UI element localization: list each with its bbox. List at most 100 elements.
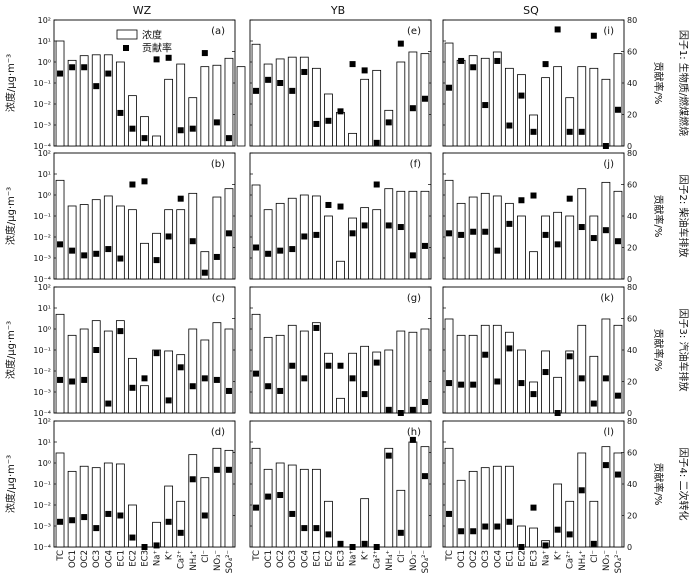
marker-Na⁺ [349, 375, 356, 382]
marker-NO₃⁻ [409, 436, 416, 443]
bar-EC2 [324, 500, 333, 548]
x-tick-label: SO₄²⁻ [225, 550, 235, 573]
marker-NO₃⁻ [409, 406, 416, 413]
bar-EC1 [504, 67, 514, 147]
marker-TC [446, 230, 453, 237]
bar-Cl⁻ [396, 61, 406, 147]
marker-EC1 [313, 324, 320, 331]
y-tick-label: 10⁻⁴ [33, 142, 51, 151]
y2-tick-label: 40 [627, 346, 637, 355]
x-tick-label: Na⁺ [542, 550, 552, 566]
marker-NO₃⁻ [409, 252, 416, 259]
bar-Na⁺ [348, 132, 357, 147]
marker-OC1 [265, 76, 272, 83]
marker-Ca²⁺ [373, 359, 380, 366]
y2-tick-label: 40 [627, 480, 637, 489]
bar-Na⁺ [541, 350, 550, 414]
bar-EC2 [324, 215, 333, 280]
y-tick-label: 10⁻³ [33, 388, 51, 397]
bar-Na⁺ [541, 215, 550, 280]
bar-OC2 [468, 55, 478, 147]
marker-OC4 [494, 378, 501, 385]
y2-tick-label: 20 [627, 378, 637, 387]
marker-Na⁺ [349, 230, 356, 237]
left-axis-label: 浓度/μg·m⁻³ [4, 187, 17, 245]
marker-OC4 [105, 400, 112, 407]
marker-OC4 [105, 70, 112, 77]
x-tick-label: OC1 [457, 550, 467, 568]
bar-NO₃⁻ [212, 196, 222, 280]
bar-EC2 [128, 95, 137, 147]
bar-OC1 [67, 334, 77, 414]
bar-Ca²⁺ [176, 354, 186, 414]
panel-e: (e) [249, 19, 432, 147]
marker-Cl⁻ [201, 512, 208, 519]
bar-SO₄²⁻ [613, 190, 623, 280]
bar-OC1 [67, 205, 77, 280]
bar-Na⁺ [348, 352, 357, 414]
bar-Ca²⁺ [176, 209, 186, 280]
panel-l: 80 60 40 20 0 (l) TC OC1 OC2 OC3 OC4 EC1 EC2 EC3 Na⁺ K⁺… [442, 417, 637, 573]
bar-OC3 [91, 199, 101, 280]
panel-label: (h) [407, 427, 421, 438]
bar-OC3 [480, 192, 490, 280]
bar-EC1 [504, 202, 514, 280]
bar-K⁺ [164, 78, 174, 147]
marker-OC3 [93, 83, 100, 90]
bar-NH₄⁺ [577, 66, 587, 147]
y2-tick-label: 60 [627, 181, 637, 190]
bar-EC2 [517, 525, 526, 548]
left-axis-labels: 浓度/μg·m⁻³ 浓度/μg·m⁻³ 浓度/μg·m⁻³ 浓度/μg·m⁻³ [4, 54, 17, 513]
marker-EC1 [506, 220, 513, 227]
right-axis-label: 贡献率/% [652, 463, 665, 506]
legend: 浓度 贡献率 [116, 29, 172, 55]
bar-EC1 [311, 67, 321, 147]
marker-EC2 [325, 531, 332, 538]
x-tick-label: OC1 [68, 550, 78, 568]
panel-label: (j) [603, 159, 614, 170]
x-tick-label: OC2 [469, 550, 479, 568]
marker-Ca²⁺ [177, 364, 184, 371]
bar-NH₄⁺ [188, 328, 198, 414]
y2-tick-label: 0 [627, 275, 632, 284]
bar-NH₄⁺ [577, 324, 587, 414]
marker-NH₄⁺ [578, 375, 585, 382]
panel-d: 10² 10¹ 10⁰ 10⁻¹ 10⁻² 10⁻³ 10⁻⁴ (d) TC OC1 OC2 OC3 O… [33, 417, 236, 573]
y-tick-label: 10⁻³ [33, 121, 51, 130]
bar-TC [251, 43, 261, 147]
marker-TC [57, 241, 64, 248]
marker-OC2 [277, 80, 284, 86]
marker-K⁺ [361, 391, 368, 398]
marker-Na⁺ [542, 231, 549, 238]
x-tick-label: OC2 [276, 550, 286, 568]
x-tick-label: Cl⁻ [590, 550, 600, 563]
marker-NO₃⁻ [602, 227, 609, 234]
bar-Cl⁻ [200, 477, 210, 548]
bar-EC1 [504, 331, 514, 414]
bar-NO₃⁻ [601, 318, 611, 414]
marker-TC [253, 87, 260, 94]
bar-SO₄²⁻ [613, 324, 623, 414]
y-tick-label: 10⁻² [33, 233, 51, 242]
bar-EC3 [140, 242, 149, 280]
marker-EC3 [141, 375, 148, 382]
bar-OC4 [103, 195, 113, 280]
marker-Cl⁻ [397, 529, 404, 536]
bar-OC1 [456, 59, 466, 147]
marker-TC [57, 376, 64, 383]
marker-SO₄²⁻ [421, 473, 428, 480]
x-tick-label: OC3 [92, 550, 102, 568]
bar-Ca²⁺ [565, 500, 575, 548]
marker-OC3 [93, 347, 100, 353]
bar-OC3 [287, 197, 297, 280]
bar-K⁺ [360, 498, 370, 548]
y2-tick-label: 60 [627, 449, 637, 458]
marker-OC1 [458, 57, 465, 64]
bar-K⁺ [164, 350, 174, 414]
marker-NH₄⁺ [578, 224, 585, 231]
bar-EC1 [311, 468, 321, 548]
marker-EC1 [117, 512, 124, 519]
x-tick-label: Ca²⁺ [177, 550, 187, 569]
marker-NH₄⁺ [385, 222, 392, 229]
marker-NO₃⁻ [213, 376, 220, 383]
